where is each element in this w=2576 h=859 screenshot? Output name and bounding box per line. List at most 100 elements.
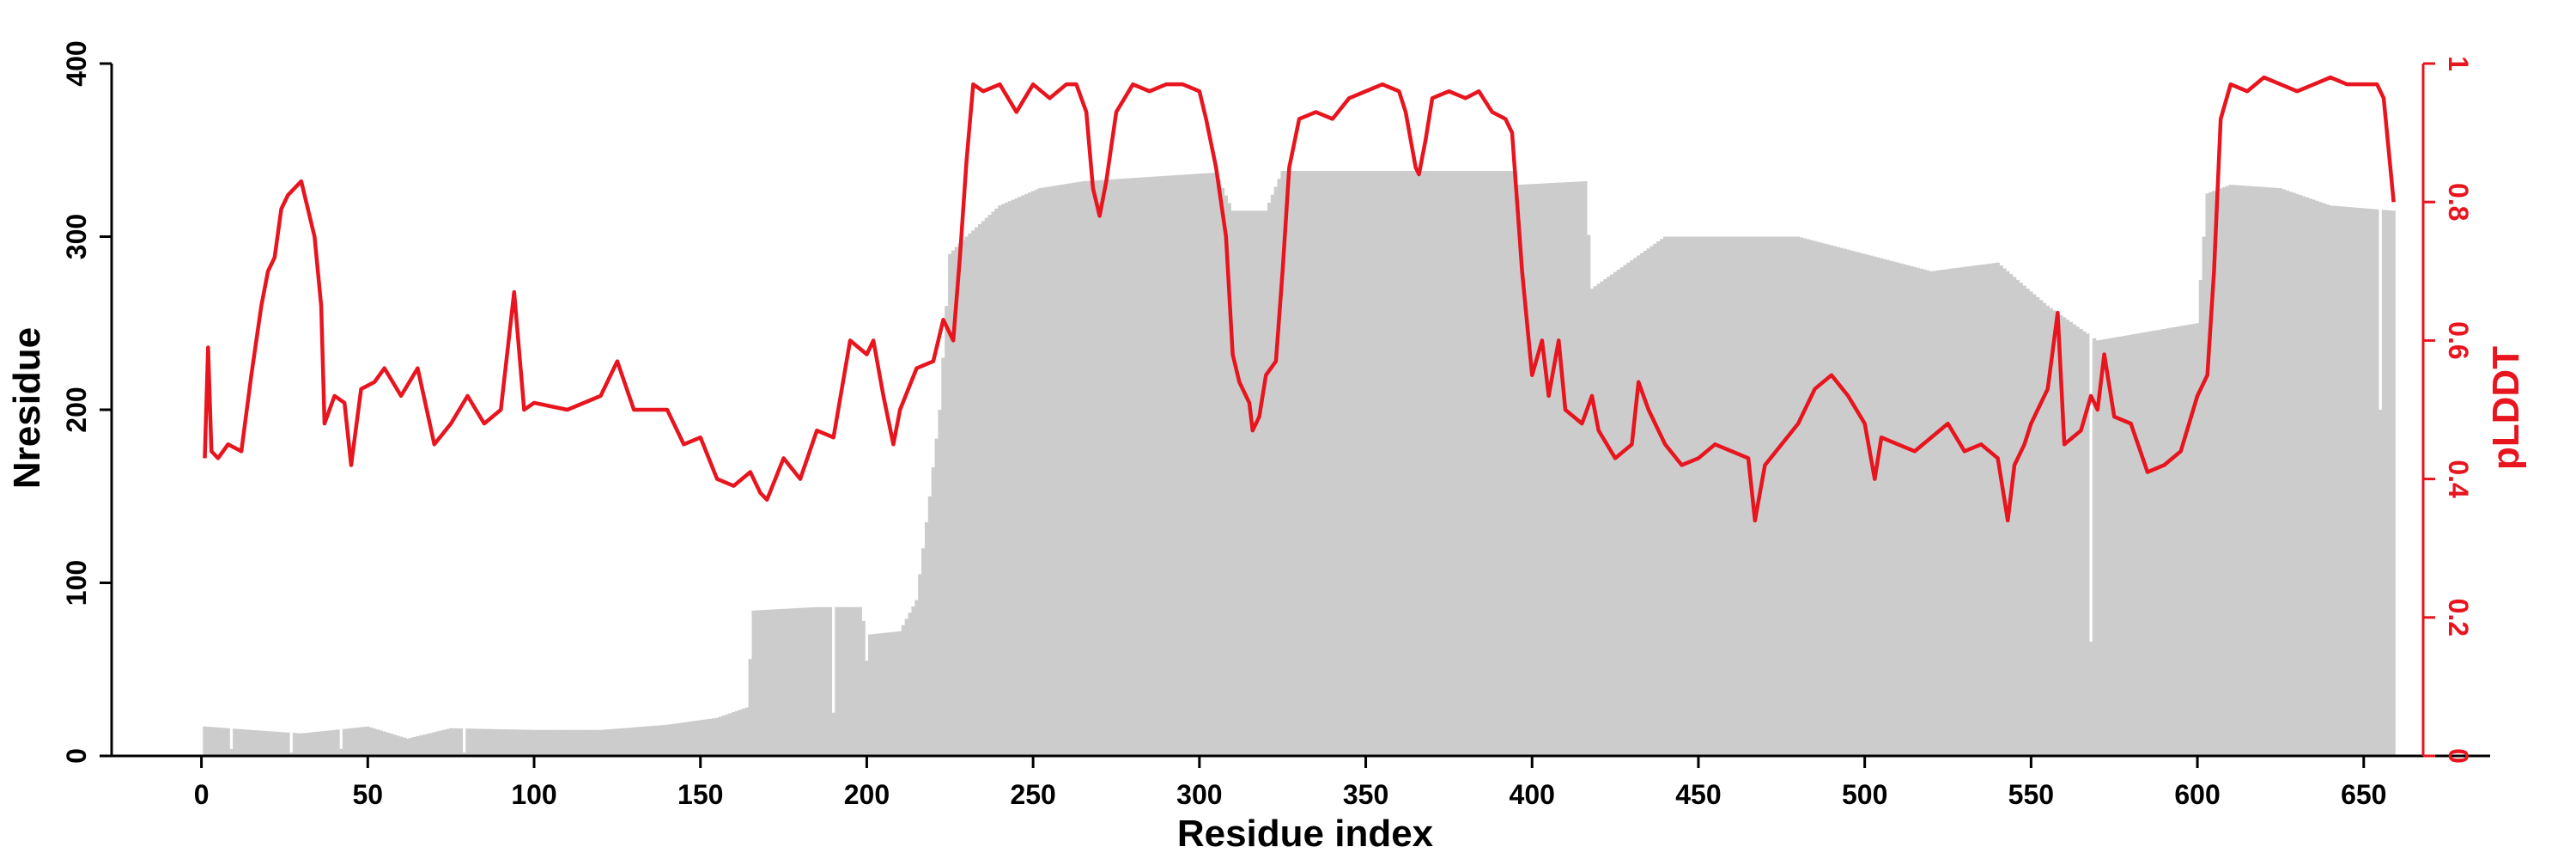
residue-bar bbox=[861, 620, 866, 756]
residue-bar bbox=[1091, 180, 1096, 756]
residue-bar bbox=[1030, 191, 1036, 756]
x-tick-label: 650 bbox=[2341, 779, 2386, 810]
residue-bar bbox=[339, 748, 343, 756]
residue-bar bbox=[1267, 203, 1272, 756]
residue-bar bbox=[446, 728, 450, 756]
residue-bar bbox=[1007, 201, 1012, 756]
residue-bar bbox=[1320, 170, 1325, 756]
residue-bar bbox=[1057, 185, 1062, 757]
residue-bar bbox=[2008, 274, 2014, 756]
residue-bar bbox=[489, 728, 493, 756]
residue-bar bbox=[1357, 170, 1362, 756]
residue-bar bbox=[2168, 327, 2173, 756]
residue-bar bbox=[671, 723, 676, 756]
residue-bar bbox=[222, 728, 227, 756]
residue-bar bbox=[1916, 267, 1920, 756]
residue-bar bbox=[1513, 170, 1518, 756]
residue-bar bbox=[342, 728, 347, 756]
residue-bar bbox=[1243, 210, 1249, 756]
residue-bar bbox=[684, 722, 690, 756]
residue-bar bbox=[1955, 267, 1960, 756]
residue-bar bbox=[891, 631, 896, 756]
residue-bar bbox=[1054, 185, 1059, 757]
residue-bar bbox=[1151, 176, 1155, 757]
residue-bar bbox=[1477, 170, 1481, 756]
residue-bar bbox=[1985, 264, 1990, 756]
residue-bar bbox=[1616, 269, 1621, 757]
residue-bar bbox=[2148, 331, 2154, 756]
residue-bar bbox=[1953, 268, 1957, 756]
residue-bar bbox=[1440, 170, 1444, 756]
residue-bar bbox=[625, 728, 629, 756]
y2-tick-label: 1 bbox=[2443, 56, 2474, 71]
residue-bar bbox=[821, 606, 826, 756]
residue-bar bbox=[299, 733, 304, 756]
residue-bar bbox=[682, 722, 686, 756]
residue-bar bbox=[908, 612, 913, 756]
residue-bar bbox=[897, 631, 902, 756]
residue-bar bbox=[2255, 186, 2260, 756]
residue-bar bbox=[1839, 247, 1844, 757]
residue-bar bbox=[648, 726, 653, 756]
residue-bar bbox=[768, 609, 773, 756]
residue-bar bbox=[2122, 336, 2127, 756]
residue-bar bbox=[1919, 268, 1923, 756]
axes: 0 50 100 150 200 250 300 350 400 450 500 550 600 6500… bbox=[61, 40, 2490, 810]
residue-bar bbox=[1506, 170, 1511, 756]
residue-bar bbox=[419, 735, 423, 756]
residue-bar bbox=[2189, 324, 2193, 756]
residue-bar bbox=[688, 721, 693, 756]
residue-bar bbox=[1170, 175, 1176, 757]
residue-bar bbox=[602, 729, 606, 756]
residue-bar bbox=[771, 609, 776, 756]
residue-bar bbox=[2315, 200, 2319, 757]
residue-bar bbox=[1181, 174, 1185, 756]
residue-bar bbox=[519, 729, 523, 756]
x-tick-label: 550 bbox=[2008, 779, 2054, 810]
residue-bar bbox=[1742, 236, 1747, 756]
residue-bar bbox=[1383, 170, 1388, 756]
residue-bar bbox=[2172, 326, 2177, 756]
residue-bar bbox=[2351, 207, 2356, 756]
y-tick-label: 200 bbox=[61, 387, 92, 432]
residue-bar bbox=[1626, 262, 1631, 757]
residue-bar bbox=[635, 727, 640, 756]
residue-bar bbox=[1543, 183, 1547, 756]
residue-bar bbox=[478, 728, 483, 756]
residue-bar bbox=[1862, 253, 1867, 756]
residue-bar bbox=[714, 717, 720, 756]
residue-bar bbox=[1117, 179, 1122, 756]
x-tick-label: 200 bbox=[844, 779, 890, 810]
residue-bar bbox=[515, 729, 519, 756]
residue-bar bbox=[2142, 332, 2147, 756]
residue-bar bbox=[368, 727, 374, 756]
residue-bar bbox=[655, 725, 659, 756]
residue-bar bbox=[2145, 332, 2150, 756]
residue-bar bbox=[1131, 178, 1135, 757]
residue-bar bbox=[2012, 277, 2017, 756]
residue-bar bbox=[2331, 205, 2336, 757]
residue-bar bbox=[1370, 170, 1375, 756]
residue-bar bbox=[239, 728, 244, 756]
residue-bar bbox=[382, 731, 386, 756]
residue-bar bbox=[1893, 261, 1897, 757]
residue-bar bbox=[904, 618, 909, 756]
residue-bar bbox=[1157, 176, 1162, 757]
residue-bar bbox=[1200, 173, 1205, 756]
residue-bar bbox=[1546, 183, 1551, 757]
y-tick-label: 300 bbox=[61, 214, 92, 259]
residue-bar bbox=[1882, 259, 1887, 756]
residue-bar bbox=[838, 606, 842, 756]
residue-bar bbox=[815, 606, 819, 756]
residue-bar bbox=[1692, 236, 1698, 756]
residue-bar bbox=[848, 606, 853, 756]
residue-bar bbox=[1923, 269, 1927, 756]
residue-bar bbox=[1530, 184, 1534, 757]
residue-bar bbox=[1493, 170, 1498, 756]
residue-bar bbox=[1078, 181, 1082, 756]
residue-bar bbox=[1397, 170, 1401, 756]
residue-bar bbox=[1403, 170, 1408, 756]
residue-bar bbox=[1024, 193, 1029, 757]
residue-bar bbox=[1809, 240, 1814, 756]
